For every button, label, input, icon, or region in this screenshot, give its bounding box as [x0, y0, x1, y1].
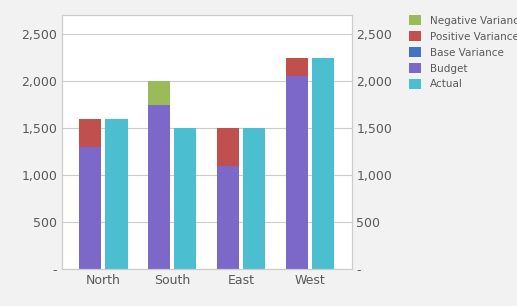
Bar	[286, 76, 308, 269]
Bar	[312, 58, 334, 269]
Bar	[79, 119, 101, 147]
Bar	[148, 105, 170, 269]
Bar	[174, 128, 196, 269]
Bar	[244, 128, 265, 269]
Bar	[79, 147, 101, 269]
Bar	[105, 119, 128, 269]
Bar	[217, 128, 239, 166]
Bar	[148, 81, 170, 105]
Bar	[217, 166, 239, 269]
Legend: Negative Variance, Positive Variance, Base Variance, Budget, Actual: Negative Variance, Positive Variance, Ba…	[409, 15, 517, 89]
Bar	[286, 58, 308, 76]
